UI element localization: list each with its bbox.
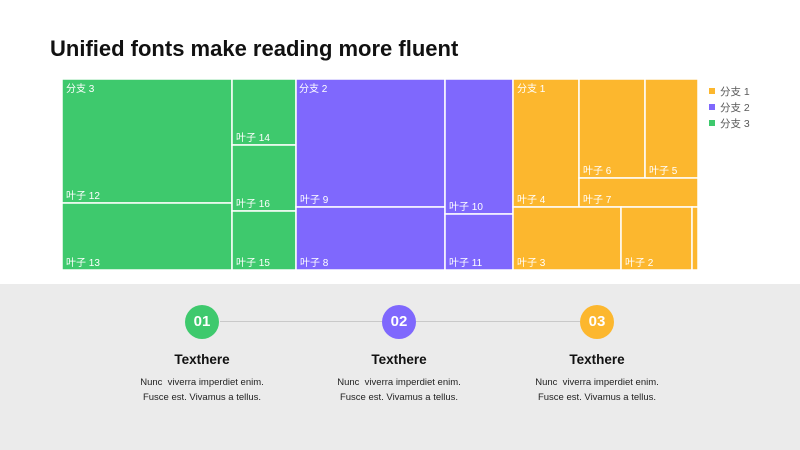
step-1: 01 Texthere Nunc viverra imperdiet enim.… [102,305,302,405]
treemap-leaf-label: 叶子 6 [583,165,612,177]
treemap-branch-label: 分支 3 [66,83,95,95]
step-number-badge: 01 [185,305,219,339]
step-description-line: Fusce est. Vivamus a tellus. [339,392,459,403]
treemap-leaf-label: 叶子 13 [66,257,100,269]
legend-swatch-icon [709,104,715,110]
treemap-leaf-叶子-7 [578,177,698,208]
treemap-leaf-叶子-2 [620,206,693,270]
legend-label: 分支 1 [720,85,750,98]
treemap-leaf-叶子-8 [295,206,446,270]
treemap-leaf-label: 叶子 2 [625,257,654,269]
page-title: Unified fonts make reading more fluent [50,36,459,61]
step-2: 02 Texthere Nunc viverra imperdiet enim.… [299,305,499,405]
legend-item-branch-3: 分支 3 [709,115,750,131]
treemap-leaf-叶子-10 [444,79,514,215]
treemap-leaf-label: 叶子 15 [236,257,270,269]
treemap-leaf-label: 叶子 12 [66,190,100,202]
step-number-badge: 02 [382,305,416,339]
step-description-line: Fusce est. Vivamus a tellus. [142,392,262,403]
step-description-line: Nunc viverra imperdiet enim. [337,377,461,388]
step-description: Nunc viverra imperdiet enim. Fusce est. … [102,375,302,405]
treemap-leaf-叶子-4 [512,79,580,208]
treemap-leaf-label: 叶子 5 [649,165,678,177]
step-3: 03 Texthere Nunc viverra imperdiet enim.… [497,305,697,405]
steps-section: 01 Texthere Nunc viverra imperdiet enim.… [0,284,800,450]
step-description-line: Nunc viverra imperdiet enim. [140,377,264,388]
step-title: Texthere [569,352,625,367]
treemap-leaf-叶子-12 [62,79,233,204]
legend-swatch-icon [709,88,715,94]
treemap-leaf-叶子-14 [231,79,297,146]
treemap-leaf-label: 叶子 14 [236,132,270,144]
treemap-leaf-label: 叶子 11 [449,257,483,269]
treemap-leaf-叶子-11 [444,213,514,270]
step-title: Texthere [174,352,230,367]
step-description-line: Fusce est. Vivamus a tellus. [537,392,657,403]
treemap-leaf-叶子-3 [512,206,622,270]
step-description: Nunc viverra imperdiet enim. Fusce est. … [497,375,697,405]
treemap-leaf-label: 叶子 3 [517,257,546,269]
legend-label: 分支 3 [720,117,750,130]
legend-item-branch-1: 分支 1 [709,83,750,99]
legend-item-branch-2: 分支 2 [709,99,750,115]
treemap-leaf-label: 叶子 9 [300,194,329,206]
treemap-leaf-label: 叶子 16 [236,198,270,210]
treemap-branch-label: 分支 2 [299,83,328,95]
step-description: Nunc viverra imperdiet enim. Fusce est. … [299,375,499,405]
step-connector-line [418,321,578,322]
treemap-leaf-叶子-1 [691,206,698,270]
treemap-leaf-label: 叶子 8 [300,257,329,269]
legend-swatch-icon [709,120,715,126]
treemap-chart: 叶子 12 叶子 13 叶子 14 叶子 16 叶子 15 叶子 9 叶子 8 叶子 10 叶子… [62,79,698,270]
step-title: Texthere [371,352,427,367]
chart-legend: 分支 1 分支 2 分支 3 [709,83,750,131]
treemap-branch-label: 分支 1 [517,83,546,95]
legend-label: 分支 2 [720,101,750,114]
step-number-badge: 03 [580,305,614,339]
treemap-leaf-label: 叶子 7 [583,194,612,206]
treemap-leaf-叶子-6 [578,79,646,179]
step-description-line: Nunc viverra imperdiet enim. [535,377,659,388]
treemap-leaf-label: 叶子 4 [517,194,546,206]
treemap-leaf-叶子-9 [295,79,446,208]
treemap-leaf-叶子-15 [231,210,297,270]
treemap-leaf-叶子-5 [644,79,698,179]
treemap-leaf-label: 叶子 10 [449,201,483,213]
